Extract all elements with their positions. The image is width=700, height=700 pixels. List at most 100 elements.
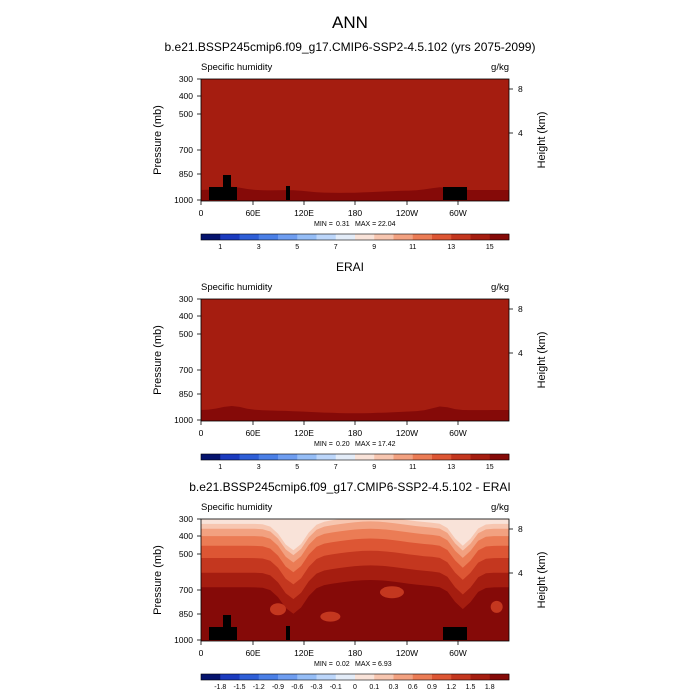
x-tick-label: 180 [348, 648, 362, 658]
colorbar-label: -0.9 [272, 684, 284, 691]
contour-band-15 [201, 299, 509, 414]
variable-label: Specific humidity [201, 282, 273, 293]
colorbar-swatch [451, 674, 471, 680]
colorbar-label: 15 [486, 244, 494, 251]
colorbar-swatch [355, 454, 375, 460]
colorbar-label: 3 [257, 244, 261, 251]
y-right-tick-label: 4 [518, 568, 523, 578]
colorbar-swatch [489, 674, 510, 680]
colorbar-swatch [239, 454, 260, 460]
colorbar: -1.8 -1.5 -1.2 -0.9 -0.6 -0.3 -0.1 0 0.1 0.3 0.6 0.… [200, 673, 510, 691]
colorbar-swatch [393, 454, 414, 460]
x-tick-label: 180 [348, 208, 362, 218]
y-tick-label: 1000 [174, 635, 193, 645]
x-tick-label: 180 [348, 428, 362, 438]
units-label: g/kg [491, 62, 509, 73]
variable-label: Specific humidity [201, 502, 273, 513]
colorbar-label: 9 [372, 244, 376, 251]
colorbar-swatch [316, 454, 337, 460]
max-value: 6.93 [378, 661, 392, 668]
colorbar-label: 1.5 [466, 684, 476, 691]
max-value: 22.04 [378, 221, 396, 228]
max-label: MAX = [355, 661, 376, 668]
colorbar-swatch [451, 454, 471, 460]
colorbar-swatch [412, 674, 433, 680]
colorbar-swatch [432, 454, 452, 460]
colorbar-swatch [412, 454, 433, 460]
figure-title: ANN [332, 13, 368, 32]
y-tick-label: 500 [179, 329, 193, 339]
colorbar-swatch [316, 234, 337, 240]
y-tick-label: 500 [179, 549, 193, 559]
colorbar-swatch [489, 454, 510, 460]
colorbar: 1 3 5 7 9 11 13 15 [200, 233, 510, 251]
x-tick-label: 120W [396, 428, 418, 438]
topography-mask [443, 627, 467, 640]
colorbar-swatch [201, 234, 221, 240]
colorbar-swatch [239, 234, 260, 240]
colorbar-swatch [258, 234, 279, 240]
min-label: MIN = [314, 221, 333, 228]
colorbar-frame [200, 673, 510, 681]
x-tick-label: 120W [396, 208, 418, 218]
max-value: 17.42 [378, 441, 396, 448]
x-tick-label: 120W [396, 648, 418, 658]
y-right-tick-label: 4 [518, 128, 523, 138]
colorbar-label: 1 [218, 464, 222, 471]
plot-area [201, 79, 509, 201]
colorbar-label: 0.9 [427, 684, 437, 691]
contour-patch [490, 600, 503, 613]
y-axis-label: Pressure (mb) [152, 325, 164, 395]
colorbar-label: 1.2 [446, 684, 456, 691]
colorbar-swatch [374, 234, 394, 240]
units-label: g/kg [491, 502, 509, 513]
colorbar-label: -0.1 [330, 684, 342, 691]
min-value: 0.31 [336, 221, 350, 228]
colorbar-swatch [201, 454, 221, 460]
contour-band-1 [201, 519, 509, 551]
x-tick-label: 60E [245, 648, 260, 658]
y-tick-label: 700 [179, 145, 193, 155]
y-axis-right-label: Height (km) [536, 332, 548, 389]
y-right-tick-label: 8 [518, 84, 523, 94]
x-tick-label: 60W [449, 208, 466, 218]
min-label: MIN = [314, 441, 333, 448]
x-tick-label: 60E [245, 208, 260, 218]
panel-title: ERAI [336, 260, 364, 274]
colorbar-label: 7 [334, 464, 338, 471]
colorbar-label: 13 [447, 244, 455, 251]
colorbar-swatch [393, 234, 414, 240]
colorbar-swatch [201, 674, 221, 680]
colorbar-label: 5 [295, 464, 299, 471]
x-tick-label: 0 [199, 648, 204, 658]
panel-title: b.e21.BSSP245cmip6.f09_g17.CMIP6-SSP2-4.… [189, 480, 511, 494]
y-tick-label: 1000 [174, 415, 193, 425]
variable-label: Specific humidity [201, 62, 273, 73]
x-tick-label: 0 [199, 208, 204, 218]
units-label: g/kg [491, 282, 509, 293]
topography-mask [443, 187, 467, 200]
chart-panel-1: b.e21.BSSP245cmip6.f09_g17.CMIP6-SSP2-4.… [152, 40, 548, 251]
colorbar-label: -0.3 [310, 684, 322, 691]
colorbar-swatch [316, 674, 337, 680]
contour-patch [379, 586, 404, 599]
colorbar-swatch [432, 674, 452, 680]
y-tick-label: 300 [179, 294, 193, 304]
colorbar-label: 0.1 [369, 684, 379, 691]
colorbar-swatch [374, 674, 394, 680]
max-label: MAX = [355, 221, 376, 228]
colorbar-swatch [278, 454, 298, 460]
y-right-tick-label: 8 [518, 304, 523, 314]
colorbar-swatch [297, 454, 317, 460]
colorbar-label: -1.5 [233, 684, 245, 691]
y-axis-label: Pressure (mb) [152, 105, 164, 175]
contour-band-15 [201, 79, 509, 193]
x-tick-label: 60W [449, 428, 466, 438]
y-tick-label: 300 [179, 74, 193, 84]
colorbar-label: 5 [295, 244, 299, 251]
colorbar-swatch [278, 234, 298, 240]
contour-patch [320, 611, 341, 622]
y-tick-label: 500 [179, 109, 193, 119]
colorbar: 1 3 5 7 9 11 13 15 [200, 453, 510, 471]
